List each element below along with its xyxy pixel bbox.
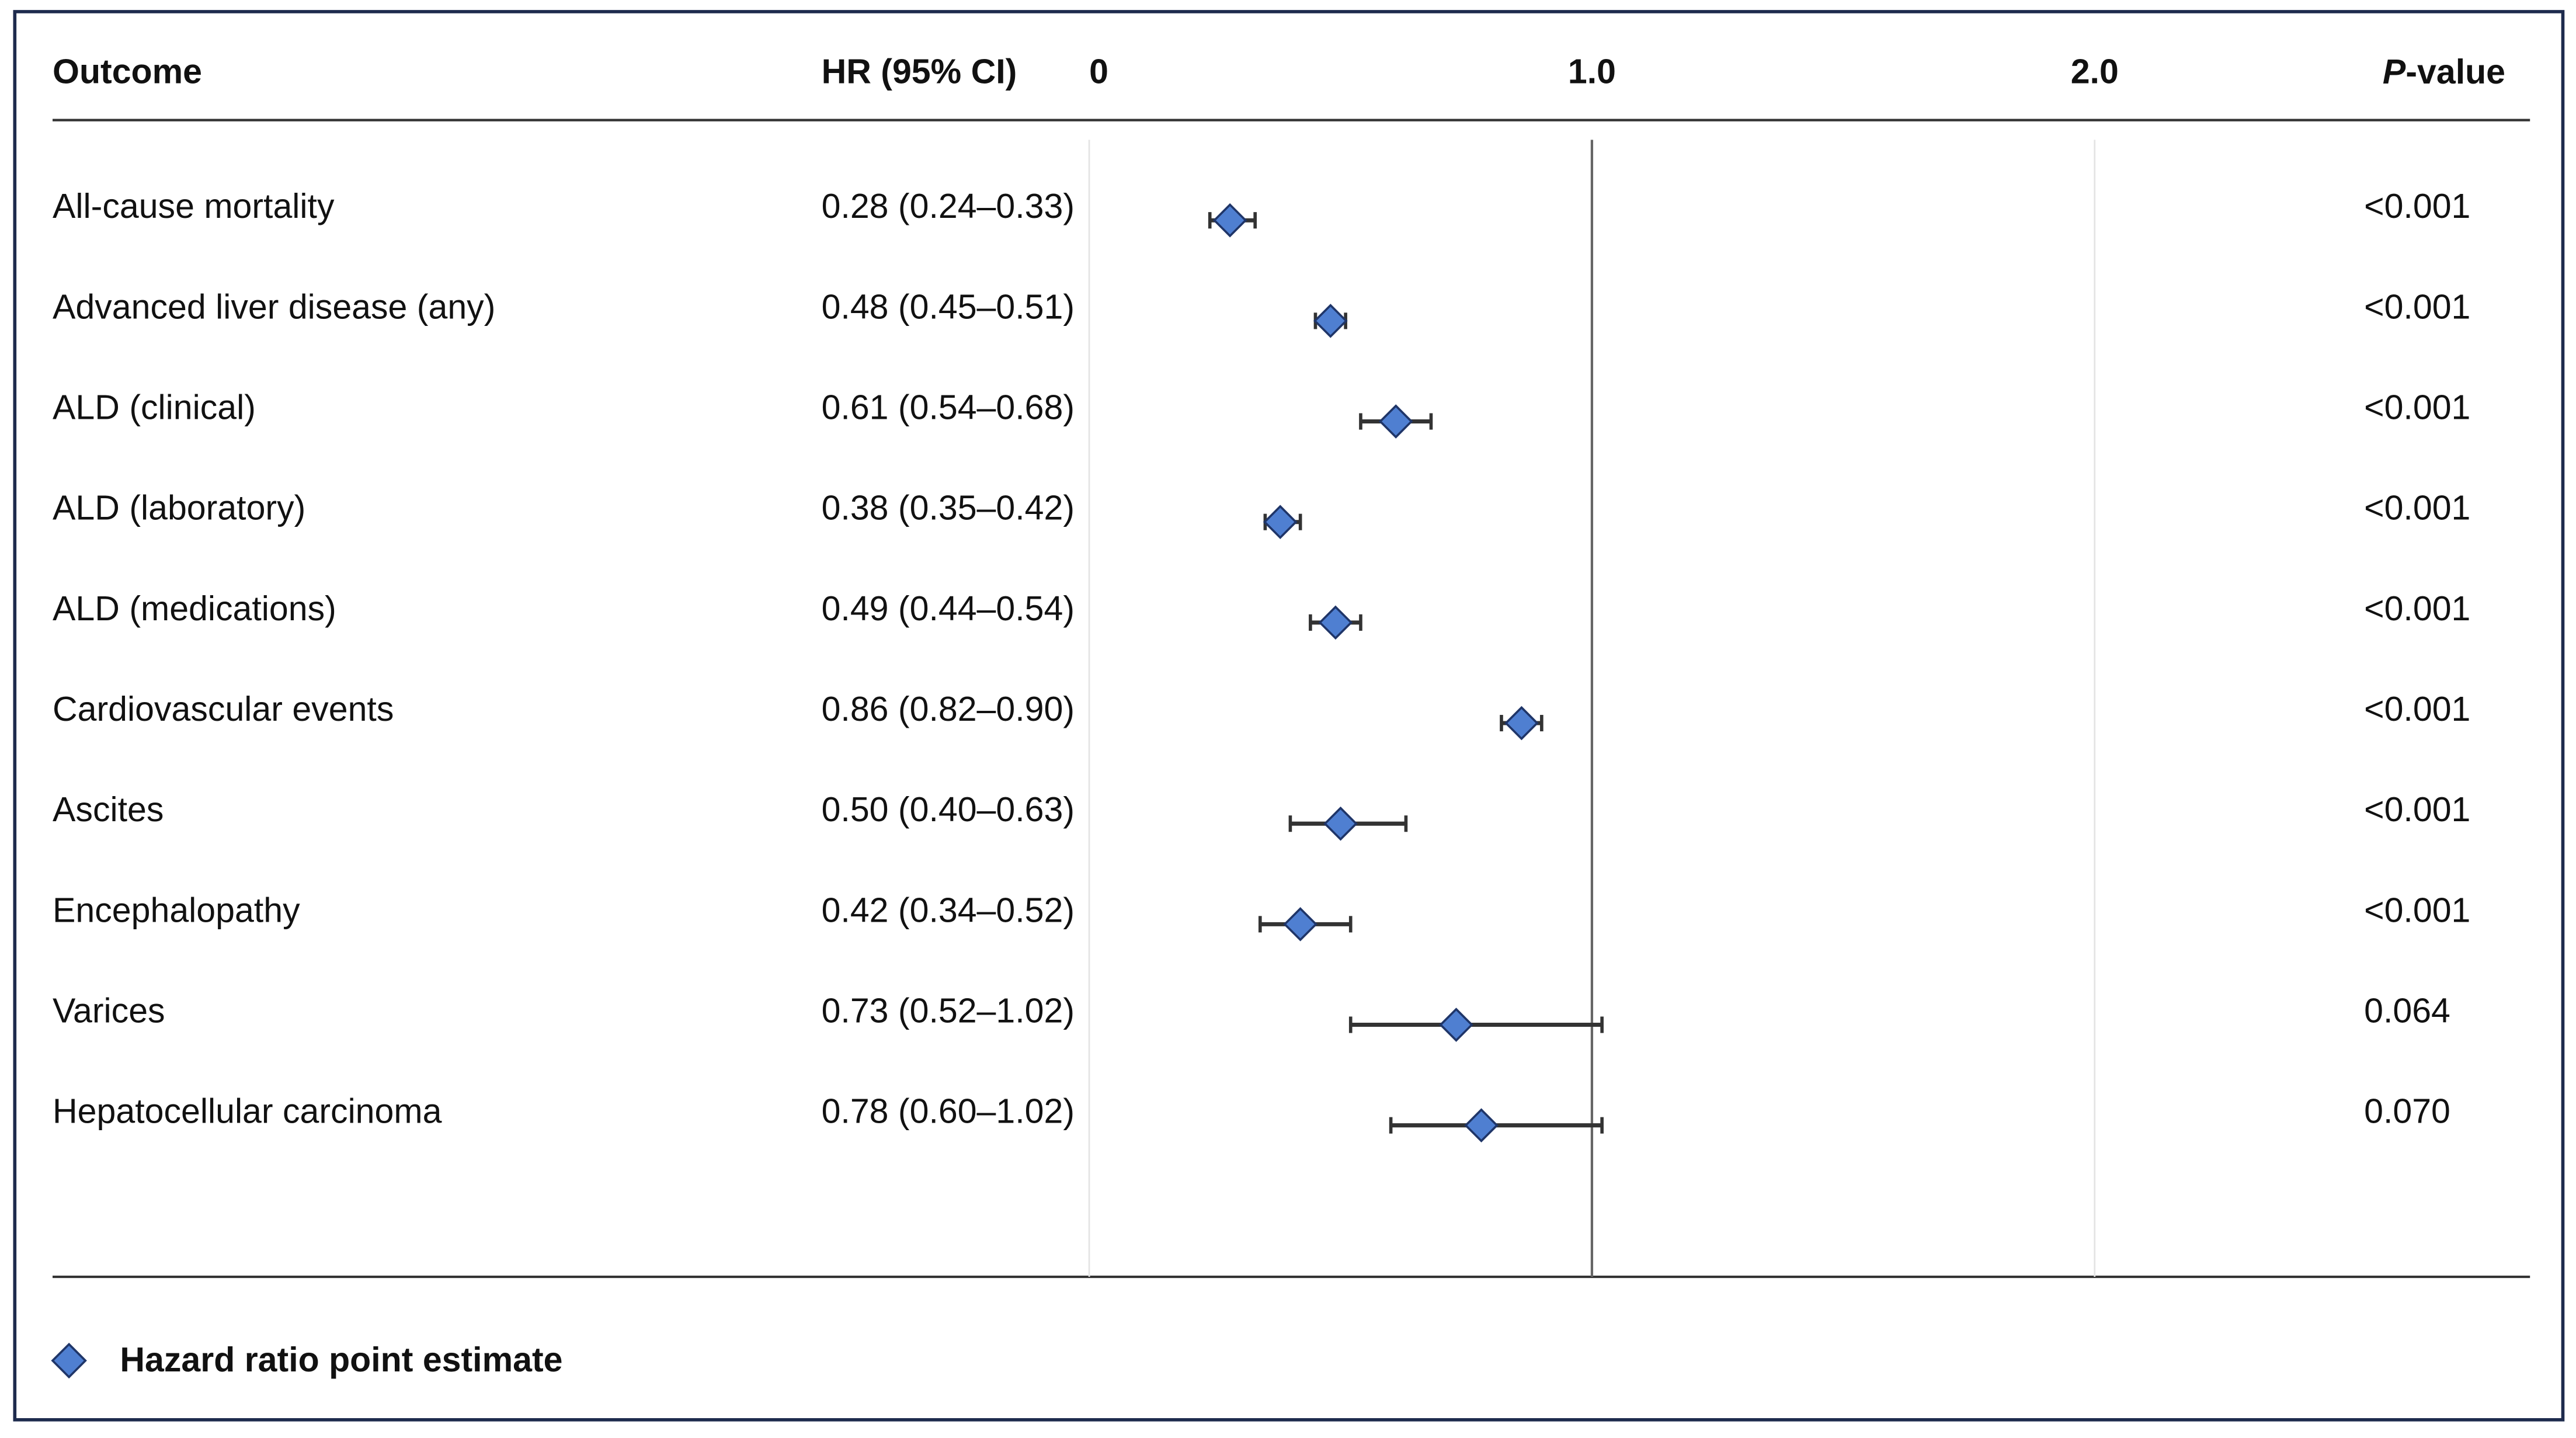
outcome-label: Varices: [53, 991, 165, 1030]
p-value-label: <0.001: [2364, 489, 2470, 527]
diamond: [1283, 907, 1317, 942]
p-value-label: <0.001: [2364, 790, 2470, 829]
hr-label: 0.38 (0.35–0.42): [822, 489, 1075, 527]
outcome-label: Cardiovascular events: [53, 690, 394, 728]
outcome-label: Hepatocellular carcinoma: [53, 1092, 442, 1131]
hr-label: 0.73 (0.52–1.02): [822, 991, 1075, 1030]
diamond: [1464, 1108, 1499, 1142]
p-value-label: <0.001: [2364, 891, 2470, 929]
outcome-label: Encephalopathy: [53, 891, 300, 929]
diamond: [1504, 706, 1539, 741]
diamond: [1318, 605, 1353, 640]
outcome-label: Ascites: [53, 790, 164, 829]
hr-label: 0.48 (0.45–0.51): [822, 287, 1075, 326]
outcome-label: ALD (clinical): [53, 388, 256, 426]
p-value-label: 0.070: [2364, 1092, 2450, 1131]
outcome-header: Outcome: [53, 52, 202, 91]
p-value-label: <0.001: [2364, 589, 2470, 628]
x-tick-label: 2.0: [2071, 52, 2119, 91]
diamond: [1323, 806, 1358, 841]
diamond: [1263, 505, 1298, 540]
outcome-label: ALD (medications): [53, 589, 336, 628]
p-value-label: <0.001: [2364, 388, 2470, 426]
p-value-header: P-value: [2383, 52, 2505, 91]
legend-marker: [51, 1342, 87, 1379]
hr-label: 0.86 (0.82–0.90): [822, 690, 1075, 728]
p-value-label: <0.001: [2364, 690, 2470, 728]
x-tick-label: 0: [1089, 52, 1108, 91]
hr-label: 0.42 (0.34–0.52): [822, 891, 1075, 929]
diamond: [1378, 404, 1413, 439]
outcome-label: All-cause mortality: [53, 187, 335, 225]
hr-label: 0.49 (0.44–0.54): [822, 589, 1075, 628]
hr-label: 0.50 (0.40–0.63): [822, 790, 1075, 829]
hr-header: HR (95% CI): [822, 52, 1017, 91]
outcome-label: Advanced liver disease (any): [53, 287, 495, 326]
diamond: [1439, 1008, 1473, 1042]
diamond: [1212, 203, 1247, 238]
legend-label: Hazard ratio point estimate: [120, 1340, 562, 1379]
p-value-label: <0.001: [2364, 187, 2470, 225]
frame: [13, 10, 2565, 1422]
p-value-label: 0.064: [2364, 991, 2450, 1030]
diamond: [1313, 304, 1348, 338]
x-tick-label: 1.0: [1568, 52, 1616, 91]
hr-label: 0.28 (0.24–0.33): [822, 187, 1075, 225]
hr-label: 0.61 (0.54–0.68): [822, 388, 1075, 426]
outcome-label: ALD (laboratory): [53, 489, 305, 527]
p-value-label: <0.001: [2364, 287, 2470, 326]
hr-label: 0.78 (0.60–1.02): [822, 1092, 1075, 1131]
